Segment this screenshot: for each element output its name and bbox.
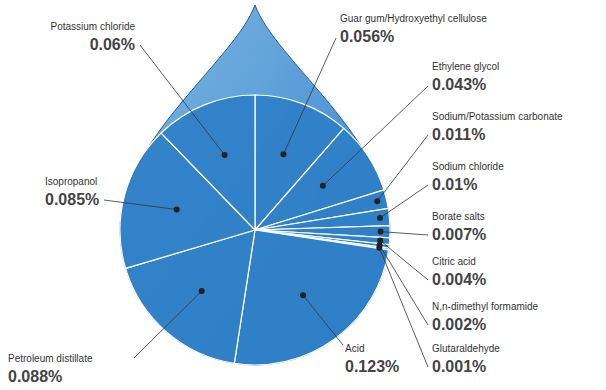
svg-text:0.088%: 0.088% bbox=[8, 368, 62, 385]
svg-text:0.056%: 0.056% bbox=[340, 28, 394, 45]
svg-text:Petroleum distillate: Petroleum distillate bbox=[8, 353, 93, 364]
svg-text:Citric acid: Citric acid bbox=[432, 256, 476, 267]
svg-text:0.001%: 0.001% bbox=[432, 358, 486, 375]
svg-text:Glutaraldehyde: Glutaraldehyde bbox=[432, 343, 500, 354]
svg-text:Isopropanol: Isopropanol bbox=[45, 176, 97, 187]
svg-text:Borate salts: Borate salts bbox=[432, 211, 485, 222]
svg-text:Sodium chloride: Sodium chloride bbox=[432, 161, 504, 172]
svg-text:0.011%: 0.011% bbox=[432, 126, 485, 143]
svg-text:0.06%: 0.06% bbox=[90, 36, 135, 53]
svg-text:Guar gum/Hydroxyethyl cellulos: Guar gum/Hydroxyethyl cellulose bbox=[340, 13, 487, 24]
svg-text:0.123%: 0.123% bbox=[345, 358, 399, 375]
svg-text:0.007%: 0.007% bbox=[432, 226, 486, 243]
svg-text:0.002%: 0.002% bbox=[432, 316, 486, 333]
svg-text:Potassium chloride: Potassium chloride bbox=[51, 21, 136, 32]
svg-text:Sodium/Potassium carbonate: Sodium/Potassium carbonate bbox=[432, 111, 563, 122]
svg-text:0.01%: 0.01% bbox=[432, 176, 477, 193]
svg-text:0.004%: 0.004% bbox=[432, 271, 486, 288]
svg-text:N,n-dimethyl formamide: N,n-dimethyl formamide bbox=[432, 301, 539, 312]
svg-text:Acid: Acid bbox=[345, 343, 364, 354]
svg-text:0.085%: 0.085% bbox=[45, 191, 99, 208]
svg-text:Ethylene glycol: Ethylene glycol bbox=[432, 61, 499, 72]
svg-text:0.043%: 0.043% bbox=[432, 76, 486, 93]
